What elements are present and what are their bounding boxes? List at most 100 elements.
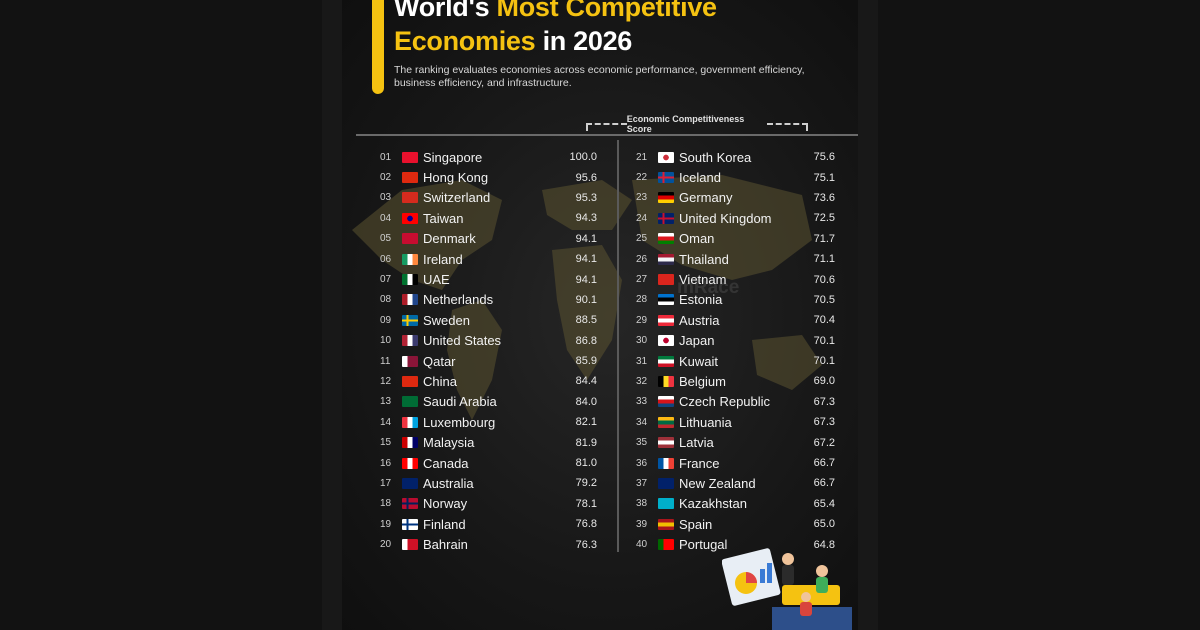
flag-icon	[402, 518, 418, 530]
rank-number: 38	[636, 498, 648, 510]
flag-icon	[402, 172, 418, 184]
rank-number: 25	[636, 233, 648, 245]
table-row: 25 Oman 71.7	[636, 229, 858, 249]
score-value: 71.7	[813, 232, 835, 245]
table-row: 22 Iceland 75.1	[636, 167, 858, 187]
table-row: 36 France 66.7	[636, 453, 858, 473]
rank-number: 31	[636, 355, 648, 367]
rank-number: 24	[636, 212, 648, 224]
flag-icon	[402, 355, 418, 367]
score-value: 84.0	[575, 395, 597, 408]
flag-icon	[658, 416, 674, 428]
flag-icon	[658, 518, 674, 530]
rank-number: 10	[380, 335, 392, 347]
title-accent-bar	[372, 0, 384, 94]
country-name: Lithuania	[679, 414, 732, 430]
score-value: 78.1	[575, 497, 597, 510]
right-background-panel	[858, 0, 1200, 630]
score-value: 94.1	[575, 232, 597, 245]
score-value: 76.3	[575, 538, 597, 551]
rank-number: 27	[636, 274, 648, 286]
table-row: 40 Portugal 64.8	[636, 534, 858, 554]
table-row: 11 Qatar 85.9	[380, 351, 620, 371]
rank-number: 20	[380, 539, 392, 551]
flag-icon	[658, 335, 674, 347]
country-name: Spain	[679, 516, 713, 532]
country-name: Saudi Arabia	[423, 394, 497, 410]
score-value: 95.3	[575, 191, 597, 204]
left-edge-shadow	[322, 0, 342, 630]
table-row: 30 Japan 70.1	[636, 331, 858, 351]
title-part-4: in 2026	[542, 26, 633, 56]
score-value: 72.5	[813, 212, 835, 225]
country-name: Qatar	[423, 353, 456, 369]
country-name: Kazakhstan	[679, 496, 747, 512]
table-row: 21 South Korea 75.6	[636, 147, 858, 167]
flag-icon	[402, 396, 418, 408]
table-row: 05 Denmark 94.1	[380, 229, 620, 249]
rank-number: 39	[636, 518, 648, 530]
country-name: New Zealand	[679, 475, 756, 491]
header-bracket-left	[586, 123, 627, 131]
score-value: 100.0	[569, 151, 597, 164]
subtitle: The ranking evaluates economies across e…	[394, 64, 805, 89]
ranking-column-left: 01 Singapore 100.0 02 Hong Kong 95.6 03 Switzer…	[380, 147, 620, 555]
left-background-panel	[0, 0, 342, 630]
rank-number: 09	[380, 314, 392, 326]
table-row: 15 Malaysia 81.9	[380, 432, 620, 452]
title-part-3: Economies	[394, 26, 536, 56]
rank-number: 12	[380, 375, 392, 387]
country-name: Bahrain	[423, 537, 468, 553]
table-row: 06 Ireland 94.1	[380, 249, 620, 269]
score-value: 81.0	[575, 457, 597, 470]
infographic-card: World's Most Competitive Economies in 20…	[342, 0, 858, 630]
score-value: 70.1	[813, 355, 835, 368]
country-name: UAE	[423, 272, 450, 288]
rank-number: 04	[380, 212, 392, 224]
rank-number: 40	[636, 539, 648, 551]
country-name: China	[423, 373, 457, 389]
score-value: 69.0	[813, 375, 835, 388]
score-value: 70.1	[813, 334, 835, 347]
flag-icon	[402, 274, 418, 286]
score-value: 88.5	[575, 314, 597, 327]
table-row: 29 Austria 70.4	[636, 310, 858, 330]
rank-number: 13	[380, 396, 392, 408]
rank-number: 35	[636, 437, 648, 449]
score-value: 75.6	[813, 151, 835, 164]
table-row: 38 Kazakhstan 65.4	[636, 494, 858, 514]
column-divider	[617, 140, 619, 552]
table-row: 28 Estonia 70.5	[636, 290, 858, 310]
rank-number: 33	[636, 396, 648, 408]
flag-icon	[658, 355, 674, 367]
table-row: 07 UAE 94.1	[380, 269, 620, 289]
rank-number: 28	[636, 294, 648, 306]
table-row: 19 Finland 76.8	[380, 514, 620, 534]
table-row: 31 Kuwait 70.1	[636, 351, 858, 371]
table-row: 23 Germany 73.6	[636, 188, 858, 208]
score-value: 65.4	[813, 497, 835, 510]
country-name: Luxembourg	[423, 414, 496, 430]
rank-number: 07	[380, 274, 392, 286]
country-name: United States	[423, 333, 502, 349]
page-title: World's Most Competitive Economies in 20…	[394, 0, 717, 58]
rank-number: 17	[380, 477, 392, 489]
rank-number: 16	[380, 457, 392, 469]
rank-number: 01	[380, 151, 392, 163]
score-value: 67.2	[813, 436, 835, 449]
score-value: 95.6	[575, 171, 597, 184]
flag-icon	[402, 335, 418, 347]
score-header-label: Economic Competitiveness Score	[626, 114, 745, 134]
rank-number: 18	[380, 498, 392, 510]
flag-icon	[402, 233, 418, 245]
country-name: France	[679, 455, 720, 471]
score-value: 73.6	[813, 191, 835, 204]
score-value: 94.1	[575, 273, 597, 286]
score-value: 90.1	[575, 293, 597, 306]
header-bracket-right	[767, 123, 808, 131]
flag-icon	[658, 253, 674, 265]
score-value: 66.7	[813, 457, 835, 470]
country-name: Norway	[423, 496, 468, 512]
rank-number: 30	[636, 335, 648, 347]
table-row: 34 Lithuania 67.3	[636, 412, 858, 432]
